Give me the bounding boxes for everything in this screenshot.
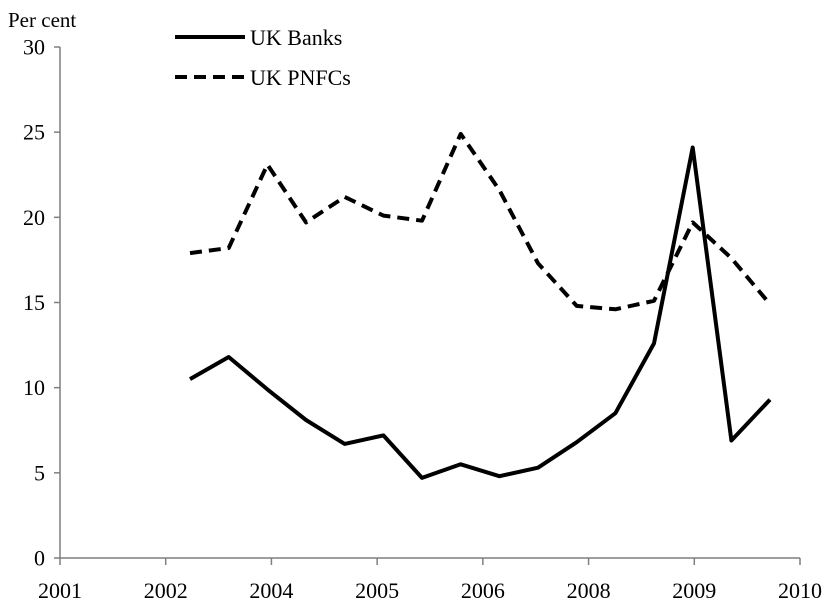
y-ticks: 0 5 10 15 20 25 30 — [23, 35, 60, 571]
x-tick-label: 2009 — [672, 578, 716, 603]
x-tick-label: 2001 — [38, 578, 82, 603]
y-tick-label: 15 — [23, 290, 45, 315]
data-point-uk-pnfcs-15 — [768, 302, 772, 306]
data-point-uk-pnfcs-14 — [729, 256, 733, 260]
x-tick-label: 2010 — [778, 578, 822, 603]
y-tick-label: 10 — [23, 375, 45, 400]
series-line-uk-banks — [189, 145, 772, 480]
y-tick-label: 0 — [34, 546, 45, 571]
y-tick-label: 20 — [23, 205, 45, 230]
y-tick-label: 30 — [23, 35, 45, 60]
y-tick-label: 5 — [34, 460, 45, 485]
legend-label-uk-pnfcs: UK PNFCs — [250, 65, 351, 90]
axes — [59, 47, 800, 559]
x-tick-label: 2004 — [249, 578, 293, 603]
series-line-uk-pnfcs — [189, 131, 772, 312]
x-tick-label: 2002 — [144, 578, 188, 603]
y-axis-title: Per cent — [8, 8, 76, 32]
legend: UK Banks UK PNFCs — [175, 25, 351, 90]
series-group — [189, 131, 772, 480]
x-tick-label: 2005 — [355, 578, 399, 603]
y-tick-label: 25 — [23, 120, 45, 145]
x-ticks: 2001 2002 2004 2005 2006 2008 2009 2010 — [38, 558, 822, 603]
x-tick-label: 2008 — [567, 578, 611, 603]
legend-label-uk-banks: UK Banks — [250, 25, 342, 50]
x-tick-label: 2006 — [461, 578, 505, 603]
